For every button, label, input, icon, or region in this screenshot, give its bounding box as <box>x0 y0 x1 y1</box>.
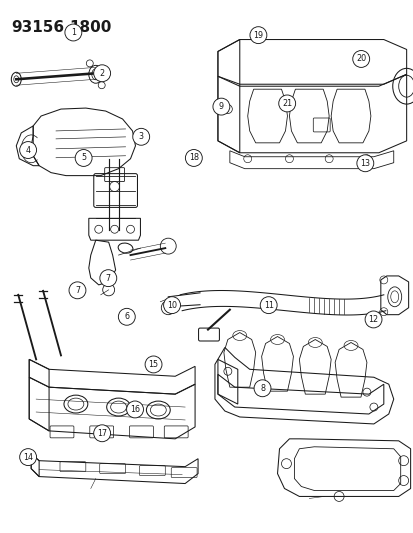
Text: 15: 15 <box>148 360 158 369</box>
Text: 1: 1 <box>71 28 76 37</box>
Text: 4: 4 <box>26 146 31 155</box>
Text: 7: 7 <box>75 286 80 295</box>
Circle shape <box>254 380 270 397</box>
Text: 14: 14 <box>23 453 33 462</box>
Text: 6: 6 <box>124 312 129 321</box>
Circle shape <box>212 98 229 115</box>
Circle shape <box>164 304 171 311</box>
Circle shape <box>126 401 143 418</box>
Text: 21: 21 <box>281 99 292 108</box>
Text: 9: 9 <box>218 102 223 111</box>
Text: 93156: 93156 <box>11 20 64 35</box>
Text: 12: 12 <box>368 315 378 324</box>
Text: 16: 16 <box>130 405 140 414</box>
Text: 2: 2 <box>100 69 104 78</box>
Text: 18: 18 <box>188 154 198 163</box>
Circle shape <box>352 51 369 67</box>
Circle shape <box>260 297 276 313</box>
Text: 13: 13 <box>359 159 369 168</box>
Text: 8: 8 <box>259 384 264 393</box>
Circle shape <box>75 150 92 166</box>
Circle shape <box>145 356 161 373</box>
Circle shape <box>356 155 373 172</box>
Circle shape <box>69 282 86 299</box>
Circle shape <box>185 150 202 166</box>
Text: 7: 7 <box>105 273 111 282</box>
Text: 11: 11 <box>263 301 273 310</box>
Circle shape <box>118 309 135 325</box>
Text: 20: 20 <box>355 54 366 63</box>
Text: 3: 3 <box>138 132 143 141</box>
Text: 19: 19 <box>253 30 263 39</box>
Circle shape <box>65 24 82 41</box>
Circle shape <box>249 27 266 44</box>
Circle shape <box>93 425 110 442</box>
Circle shape <box>364 311 381 328</box>
Circle shape <box>163 297 180 313</box>
Text: 17: 17 <box>97 429 107 438</box>
Text: 5: 5 <box>81 154 86 163</box>
Circle shape <box>20 449 36 465</box>
Circle shape <box>20 142 36 158</box>
Text: 1800: 1800 <box>69 20 111 35</box>
Text: 10: 10 <box>166 301 177 310</box>
Circle shape <box>133 128 149 145</box>
Circle shape <box>100 270 116 287</box>
Circle shape <box>278 95 295 112</box>
Circle shape <box>93 65 110 82</box>
